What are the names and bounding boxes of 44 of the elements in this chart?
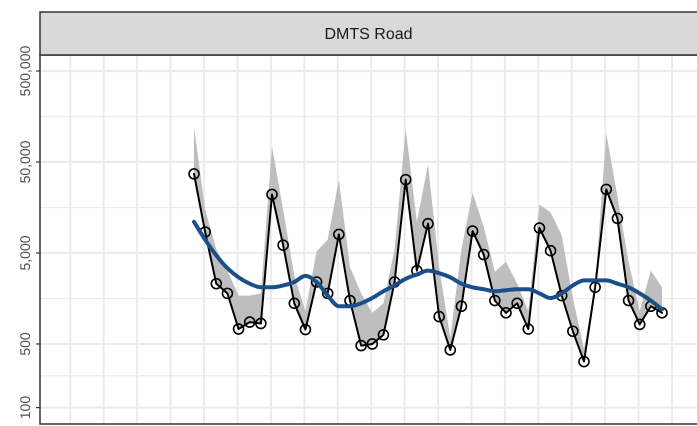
point	[366, 338, 378, 350]
point	[310, 276, 322, 288]
point	[544, 244, 556, 256]
point	[188, 168, 200, 180]
point	[444, 344, 456, 356]
point	[433, 310, 445, 322]
point	[489, 294, 501, 306]
point	[612, 212, 624, 224]
point	[622, 294, 634, 306]
point	[422, 218, 434, 230]
point	[378, 329, 390, 341]
point	[478, 248, 490, 260]
point	[288, 298, 300, 310]
point	[567, 325, 579, 338]
point	[232, 323, 244, 335]
point	[244, 316, 256, 328]
point	[556, 290, 568, 302]
point	[322, 288, 334, 300]
point	[500, 307, 512, 319]
point	[300, 324, 312, 336]
y-tick-label: 5,000	[17, 235, 33, 271]
point	[456, 300, 468, 312]
chart-title: DMTS Road	[324, 26, 413, 44]
point	[656, 307, 668, 319]
point	[511, 298, 523, 310]
point	[522, 323, 534, 335]
point	[400, 174, 412, 186]
point	[210, 278, 222, 290]
point	[634, 318, 646, 330]
y-tick-label: 100	[17, 396, 33, 420]
point	[266, 188, 278, 200]
y-tick-label: 500,000	[17, 46, 33, 96]
point	[333, 228, 345, 240]
point	[589, 281, 601, 294]
point	[466, 225, 478, 237]
point	[277, 239, 289, 251]
point	[534, 222, 546, 234]
y-tick-label: 500	[17, 332, 33, 356]
point	[355, 340, 367, 352]
point	[578, 356, 590, 368]
point	[255, 318, 267, 330]
point	[600, 184, 612, 196]
point	[222, 288, 234, 300]
y-tick-label: 50,000	[17, 140, 33, 184]
